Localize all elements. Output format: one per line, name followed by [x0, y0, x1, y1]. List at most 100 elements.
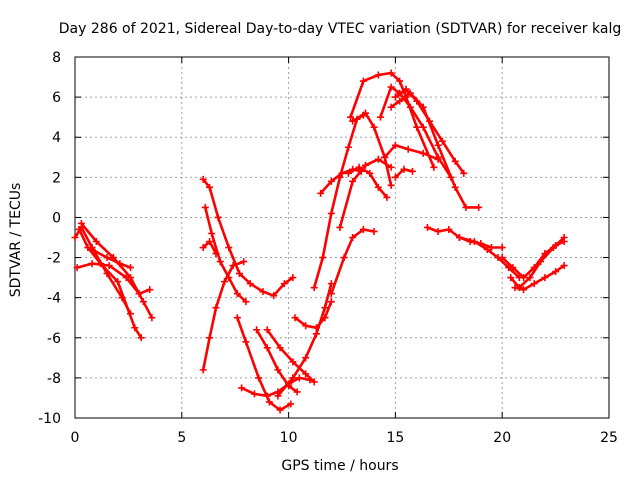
data-point — [426, 117, 434, 125]
data-point — [265, 398, 273, 406]
data-point — [88, 246, 96, 254]
series-arc-32 — [511, 262, 568, 294]
data-point — [135, 290, 143, 298]
series-trace — [80, 222, 154, 319]
data-point — [419, 123, 427, 131]
series-arc-19 — [336, 155, 395, 231]
data-point — [114, 278, 122, 286]
data-point — [370, 123, 378, 131]
data-point — [344, 169, 352, 177]
data-point — [287, 400, 295, 408]
data-point — [391, 93, 399, 101]
data-point — [229, 262, 237, 270]
data-point — [387, 83, 395, 91]
data-point — [406, 103, 414, 111]
data-point — [374, 155, 382, 163]
data-point — [349, 177, 357, 185]
data-point — [259, 288, 267, 296]
series-arc-2 — [75, 225, 145, 342]
data-point — [359, 77, 367, 85]
data-point — [105, 262, 113, 270]
data-point — [148, 314, 156, 322]
data-point — [221, 278, 229, 286]
series-arc-26 — [381, 141, 442, 163]
data-point — [199, 366, 207, 374]
data-point — [366, 169, 374, 177]
data-point — [77, 219, 85, 227]
y-tick-label: 6 — [52, 90, 61, 106]
data-point — [302, 322, 310, 330]
data-point — [293, 388, 301, 396]
y-tick-label: 4 — [52, 130, 61, 146]
data-point — [413, 123, 421, 131]
data-point — [103, 254, 111, 262]
y-tick-label: -10 — [38, 411, 61, 427]
data-point — [238, 384, 246, 392]
series-arc-25 — [391, 85, 468, 177]
data-point — [295, 374, 303, 382]
data-point — [291, 314, 299, 322]
data-point — [470, 238, 478, 246]
data-point — [199, 244, 207, 252]
data-point — [212, 304, 220, 312]
data-point — [374, 71, 382, 79]
data-point — [530, 280, 538, 288]
data-point — [276, 406, 284, 414]
data-point — [235, 270, 243, 278]
data-point — [302, 370, 310, 378]
data-point — [280, 280, 288, 288]
data-point — [455, 234, 463, 241]
data-point — [402, 85, 410, 93]
data-point — [483, 246, 491, 254]
x-axis-label: GPS time / hours — [281, 458, 398, 474]
data-point — [122, 274, 130, 282]
data-point — [387, 181, 395, 189]
data-point — [396, 97, 404, 105]
data-point — [498, 244, 506, 252]
series-arc-18 — [327, 225, 378, 298]
data-point — [146, 286, 154, 294]
data-point — [327, 290, 335, 298]
data-point — [321, 304, 329, 312]
data-point — [289, 274, 297, 282]
series-trace — [90, 248, 132, 269]
data-point — [498, 254, 506, 262]
data-point — [430, 163, 438, 171]
series-arc-4 — [73, 260, 154, 298]
data-point — [445, 225, 453, 233]
data-point — [246, 280, 254, 288]
series-trace — [509, 236, 566, 289]
series-arc-6 — [199, 175, 297, 300]
series-trace — [236, 316, 292, 412]
data-point — [208, 229, 216, 237]
y-tick-label: 0 — [52, 210, 61, 226]
data-point — [520, 274, 528, 282]
data-point — [434, 227, 442, 235]
data-point — [233, 290, 241, 298]
data-point — [434, 141, 442, 149]
data-point — [263, 326, 271, 334]
data-point — [475, 203, 483, 211]
data-point — [274, 392, 282, 400]
y-axis-label: SDTVAR / TECUs — [8, 183, 24, 298]
data-point — [240, 258, 248, 266]
series-arc-9 — [199, 238, 220, 258]
data-point — [347, 113, 355, 121]
series-arc-27 — [391, 165, 416, 181]
data-point — [396, 77, 404, 85]
data-point — [560, 262, 568, 270]
data-point — [88, 260, 96, 268]
data-point — [349, 117, 357, 125]
data-point — [537, 258, 545, 266]
data-point — [359, 225, 367, 233]
data-point — [214, 213, 222, 221]
data-point — [131, 324, 139, 332]
data-point — [310, 378, 318, 386]
data-point — [139, 298, 147, 306]
data-point — [206, 183, 214, 191]
data-point — [338, 169, 346, 177]
data-point — [355, 163, 363, 171]
data-point — [233, 314, 241, 322]
series-arc-8 — [199, 258, 248, 374]
data-point — [509, 264, 517, 272]
